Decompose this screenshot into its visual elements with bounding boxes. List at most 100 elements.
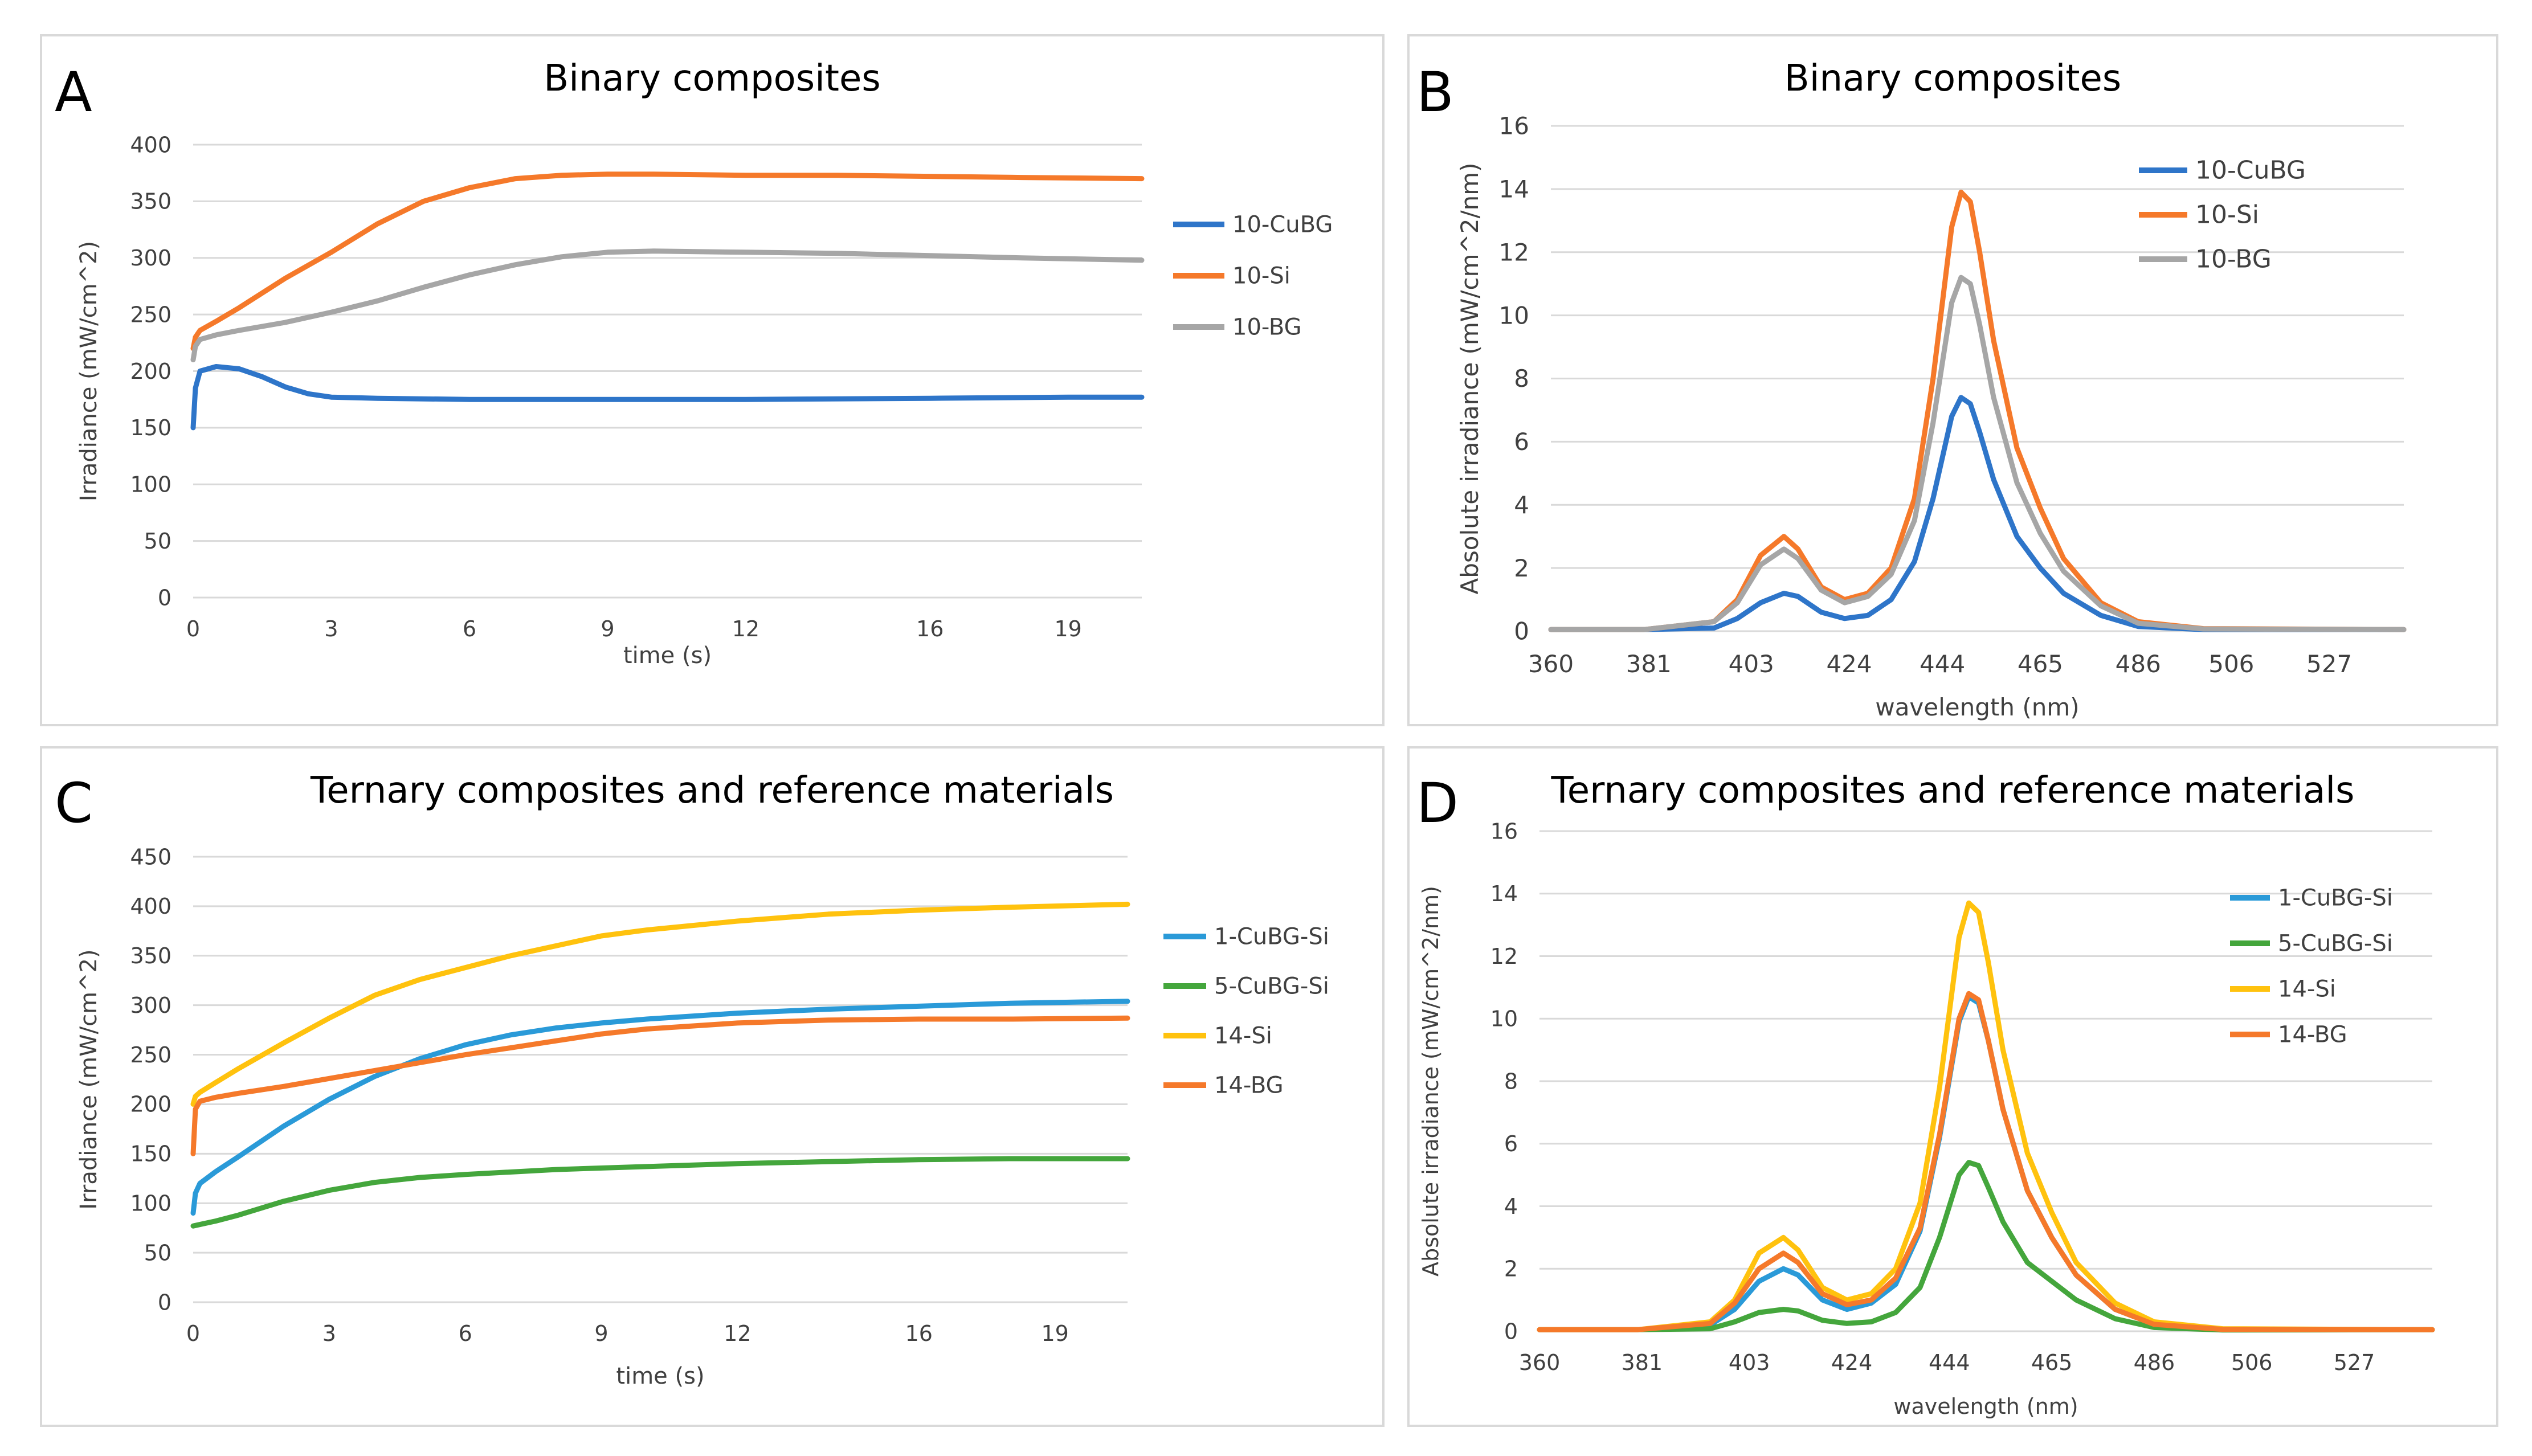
y-tick-label: 200 (130, 359, 171, 384)
y-axis-title: Absolute irradiance (mW/cm^2/nm) (1456, 162, 1484, 594)
chart-title: Binary composites (1784, 58, 2122, 100)
series-line-10-BG (190, 248, 1145, 363)
y-tick-label: 4 (1514, 491, 1529, 519)
y-tick-label: 10 (1490, 1007, 1518, 1032)
y-tick-label: 12 (1499, 238, 1529, 266)
y-tick-label: 16 (1499, 112, 1529, 140)
series-line-10-Si (1548, 189, 2407, 632)
y-tick-label: 200 (130, 1092, 171, 1117)
chart-c-svg: 0 50 100 150 200 250 300 350 400 450 0 3 6 9 12 16 19 tim… (76, 844, 1329, 1389)
y-tick-label: 50 (144, 529, 171, 554)
series-line-5-CuBG-Si (1537, 1160, 2435, 1333)
legend-label: 1-CuBG-Si (2278, 885, 2393, 911)
x-tick-label: 381 (1626, 650, 1672, 678)
y-tick-label: 250 (130, 1042, 171, 1068)
y-tick-label: 400 (130, 894, 171, 919)
y-axis-title: Absolute irradiance (mW/cm^2/nm) (1418, 886, 1443, 1277)
x-tick-label: 3 (324, 616, 338, 641)
panel-a: A Binary composites 0 50 100 150 200 250 300 35… (40, 34, 1385, 726)
legend-label: 14-BG (2278, 1021, 2347, 1048)
y-tick-label: 0 (158, 585, 171, 610)
series-line-1-CuBG-Si (190, 999, 1130, 1216)
y-tick-label: 350 (130, 943, 171, 968)
legend-label: 10-BG (2195, 245, 2272, 274)
chart-title: Binary composites (544, 58, 881, 100)
y-tick-label: 0 (158, 1290, 171, 1315)
y-tick-label: 50 (144, 1240, 171, 1265)
series-line-14-BG (190, 1015, 1130, 1156)
chart-d-svg: 0 2 4 6 8 10 12 14 16 360 381 403 424 444 465 486 506 527… (1418, 819, 2435, 1419)
x-tick-label: 360 (1528, 650, 1574, 678)
legend-label: 14-BG (1214, 1072, 1284, 1098)
x-tick-label: 444 (1920, 650, 1965, 678)
y-tick-label: 2 (1514, 554, 1529, 582)
panel-letter: B (1416, 60, 1454, 124)
x-tick-label: 3 (322, 1321, 336, 1346)
y-tick-label: 2 (1504, 1257, 1518, 1282)
chart-title: Ternary composites and reference materia… (1551, 770, 2355, 812)
panel-letter: C (55, 771, 93, 835)
x-axis-title: time (s) (616, 1363, 704, 1389)
x-tick-label: 486 (2116, 650, 2161, 678)
x-tick-label: 16 (905, 1321, 933, 1346)
y-tick-label: 350 (130, 189, 171, 214)
legend-label: 10-CuBG (2195, 156, 2306, 185)
x-tick-label: 6 (463, 616, 476, 641)
x-tick-label: 0 (186, 616, 200, 641)
y-tick-label: 450 (130, 844, 171, 869)
x-tick-label: 19 (1041, 1321, 1068, 1346)
chart-b-svg: 0 2 4 6 8 10 12 14 16 360 381 403 424 444 465 486 506 527… (1456, 112, 2407, 721)
y-tick-label: 0 (1514, 617, 1529, 645)
x-tick-label: 381 (1622, 1350, 1663, 1375)
panel-d: D Ternary composites and reference mater… (1407, 746, 2498, 1427)
series-line-5-CuBG-Si (190, 1156, 1130, 1229)
series-line-10-CuBG (1548, 395, 2407, 632)
y-tick-label: 400 (130, 132, 171, 157)
x-tick-label: 12 (732, 616, 759, 641)
x-tick-label: 0 (186, 1321, 200, 1346)
y-tick-label: 4 (1504, 1194, 1518, 1219)
legend-label: 5-CuBG-Si (1214, 973, 1329, 999)
legend-label: 10-Si (2195, 201, 2259, 230)
chart-title: Ternary composites and reference materia… (311, 770, 1114, 812)
series-line-14-Si (190, 901, 1130, 1107)
series-line-14-BG (1537, 991, 2435, 1332)
x-tick-label: 9 (594, 1321, 608, 1346)
chart-a-svg: 0 50 100 150 200 250 300 350 400 0 3 6 9 12 16 19 time (… (76, 132, 1333, 669)
y-tick-label: 250 (130, 302, 171, 327)
legend-label: 1-CuBG-Si (1214, 923, 1329, 950)
legend-label: 10-BG (1232, 314, 1302, 340)
panel-c: C Ternary composites and reference mater… (40, 746, 1385, 1427)
x-tick-label: 506 (2208, 650, 2254, 678)
x-tick-label: 12 (724, 1321, 751, 1346)
panel-b: B Binary composites 0 2 4 6 8 10 12 14 16 360 381 4… (1407, 34, 2498, 726)
series-line-14-Si (1537, 900, 2435, 1332)
x-tick-label: 465 (2018, 650, 2063, 678)
x-tick-label: 403 (1729, 650, 1774, 678)
x-tick-label: 424 (1826, 650, 1872, 678)
legend-label: 14-Si (2278, 976, 2336, 1002)
x-axis-title: wavelength (nm) (1893, 1394, 2078, 1419)
y-tick-label: 150 (130, 1142, 171, 1167)
series-line-10-CuBG (190, 364, 1145, 431)
x-tick-label: 465 (2031, 1350, 2073, 1375)
y-tick-label: 300 (130, 993, 171, 1018)
y-tick-label: 150 (130, 415, 171, 440)
y-tick-label: 100 (130, 472, 171, 497)
y-tick-label: 14 (1490, 881, 1518, 906)
y-tick-label: 6 (1504, 1131, 1518, 1156)
y-tick-label: 6 (1514, 428, 1529, 456)
series-line-10-Si (190, 171, 1145, 351)
x-tick-label: 16 (916, 616, 944, 641)
x-tick-label: 403 (1729, 1350, 1770, 1375)
x-tick-label: 6 (459, 1321, 472, 1346)
y-axis-title: Irradiance (mW/cm^2) (76, 949, 102, 1209)
legend-label: 10-CuBG (1232, 211, 1333, 238)
panel-letter: D (1416, 771, 1459, 835)
x-tick-label: 444 (1929, 1350, 1970, 1375)
panel-letter: A (55, 60, 92, 124)
y-tick-label: 0 (1504, 1319, 1518, 1344)
y-tick-label: 12 (1490, 944, 1518, 969)
x-tick-label: 19 (1054, 616, 1081, 641)
